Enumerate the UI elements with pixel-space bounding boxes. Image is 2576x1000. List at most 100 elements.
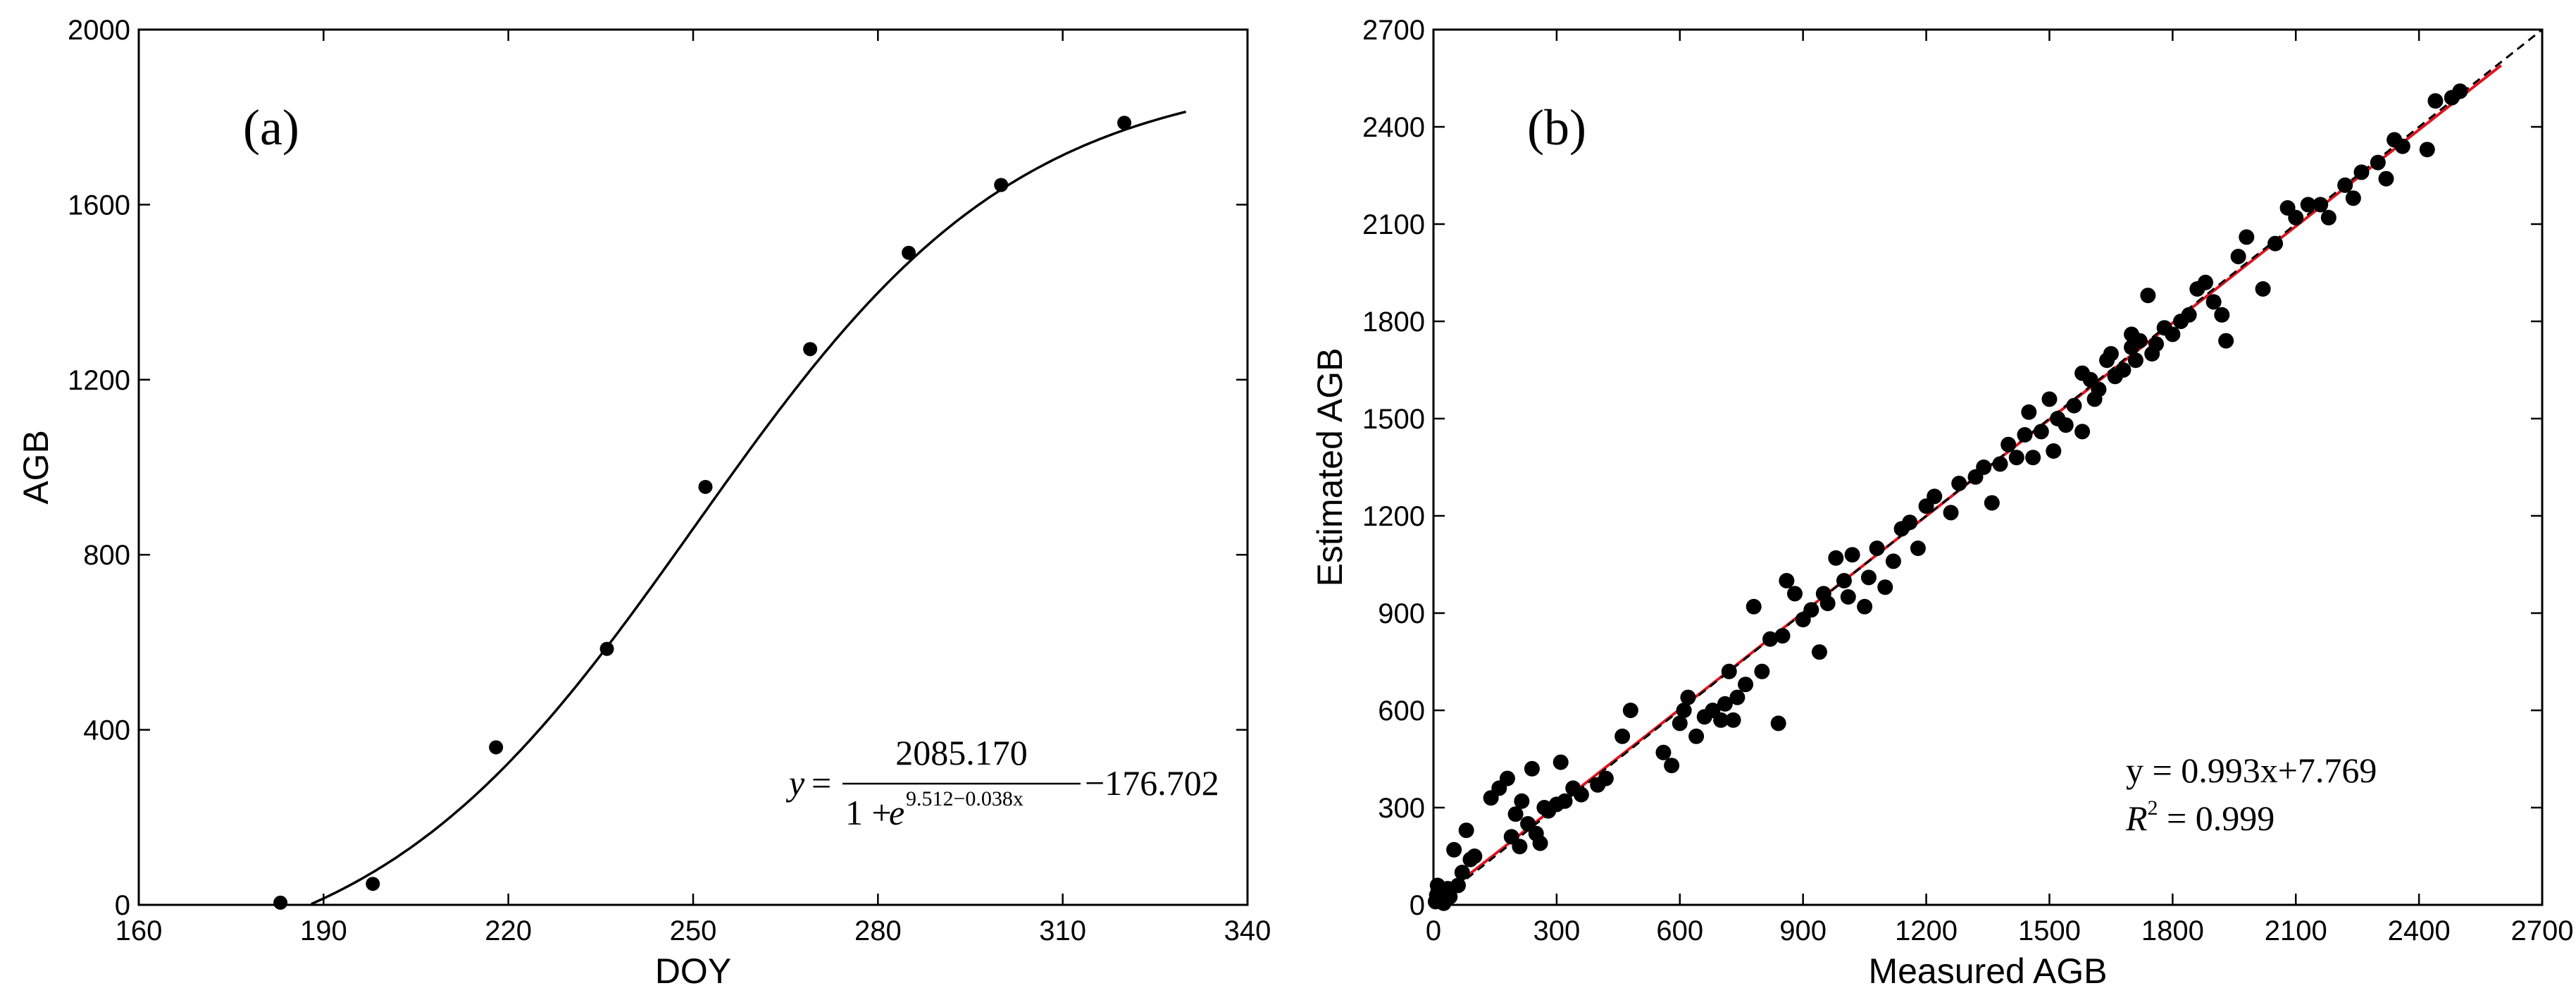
panel-a-fit-curve-group (311, 110, 1187, 906)
panel-b-data-point (2205, 294, 2222, 310)
panel-b-data-point (2127, 352, 2143, 369)
panel-a-x-tick-label: 160 (116, 915, 163, 946)
panel-b-data-point (2046, 443, 2062, 459)
panel-b-data-point (1951, 476, 1967, 491)
panel-b-data-point (2008, 450, 2024, 466)
panel-b-x-tick-label: 2700 (2511, 915, 2574, 946)
panel-b-data-point (1553, 754, 1569, 770)
panel-a-y-tick-label: 400 (83, 715, 130, 746)
panel-b-data-point (2103, 346, 2119, 362)
panel-a-y-tick-label: 2000 (68, 15, 130, 46)
panel-b-data-point (1524, 760, 1540, 777)
panel-a-points (273, 116, 1132, 910)
panel-b-x-tick-label: 0 (1426, 915, 1441, 946)
panel-b-x-tick-label: 1500 (2018, 915, 2081, 946)
r2-superscript: 2 (2148, 796, 2158, 820)
panel-a-data-point (803, 342, 818, 357)
panel-b-data-point (2124, 326, 2140, 342)
panel-a-data-point (599, 641, 614, 656)
panel-a-y-tick-label: 800 (83, 540, 130, 571)
panel-a-x-tick-label: 280 (854, 915, 902, 946)
panel-b: 0 300 600 900 1200 1500 1800 2100 2400 2700 0 300 60… (1310, 15, 2573, 991)
panel-a-data-point (489, 740, 504, 755)
panel-b-equation: y = 0.993x+7.769 R2 = 0.999 (2125, 751, 2377, 838)
panel-b-x-axis-title: Measured AGB (1868, 951, 2107, 991)
panel-a-y-tick-label: 1200 (68, 365, 130, 396)
panel-b-y-tick-label: 1800 (1362, 307, 1425, 338)
panel-b-data-point (1828, 550, 1844, 566)
panel-b-data-point (1943, 505, 1959, 521)
panel-a-ticks (137, 28, 1249, 906)
panel-b-data-point (1779, 573, 1795, 588)
panel-b-data-point (1598, 770, 1614, 786)
panel-b-data-point (2300, 197, 2316, 213)
panel-b-data-point (2025, 450, 2041, 466)
panel-b-y-axis-title: Estimated AGB (1310, 347, 1350, 586)
panel-b-one-to-one-line (1433, 28, 2543, 906)
panel-b-label: (b) (1527, 99, 1586, 156)
panel-b-data-point (2115, 362, 2132, 378)
panel-b-data-point (1672, 715, 1688, 732)
eq-denominator-prefix: 1 + (845, 793, 892, 832)
panel-b-data-point (1664, 758, 1680, 774)
panel-b-data-point (1787, 586, 1803, 602)
panel-b-data-point (2148, 336, 2165, 352)
panel-a-x-tick-label: 310 (1039, 915, 1086, 946)
panel-b-data-point (1532, 835, 1548, 851)
eq-equals: = (811, 763, 831, 803)
panel-b-data-point (2181, 307, 2197, 323)
panel-b-y-tick-label: 600 (1378, 696, 1425, 727)
panel-a-y-axis-title: AGB (16, 430, 56, 505)
panel-b-data-point (1976, 459, 1992, 475)
panel-a-data-point (698, 479, 713, 494)
panel-b-data-point (1819, 595, 1836, 612)
panel-b-data-point (1429, 877, 1445, 894)
panel-b-x-tick-label: 1200 (1895, 915, 1958, 946)
panel-b-data-point (2091, 381, 2107, 397)
panel-b-data-point (1885, 553, 1901, 569)
eq-e: e (889, 793, 904, 832)
panel-a-data-point (273, 895, 288, 910)
panel-b-points (1427, 28, 2543, 911)
panel-b-data-point (1614, 728, 1631, 744)
panel-b-data-point (1512, 839, 1528, 855)
panel-a-x-tick-label: 220 (485, 915, 532, 946)
panel-b-data-point (1717, 696, 1733, 712)
panel-b-x-tick-label: 900 (1779, 915, 1827, 946)
panel-a-x-axis-title: DOY (655, 951, 731, 991)
panel-b-data-point (1803, 602, 1819, 618)
panel-b-data-point (1992, 456, 2008, 472)
panel-b-data-point (1754, 663, 1770, 679)
panel-b-data-point (2345, 190, 2361, 206)
panel-a-x-tick-label: 340 (1224, 915, 1271, 946)
panel-a-data-point (1117, 116, 1132, 130)
panel-b-data-point (2452, 83, 2468, 99)
panel-b-data-point (1442, 889, 1458, 905)
panel-b-data-point (2197, 274, 2213, 290)
r2-value: = 0.999 (2158, 798, 2275, 838)
panel-b-data-point (2320, 209, 2337, 226)
panel-b-data-point (1725, 712, 1741, 728)
panel-b-r2: R2 = 0.999 (2125, 796, 2275, 838)
panel-b-data-point (2214, 307, 2230, 323)
panel-b-data-point (1446, 841, 1462, 858)
panel-b-data-point (2427, 93, 2444, 109)
panel-b-data-point (1984, 495, 2000, 511)
panel-b-y-tick-label: 0 (1410, 890, 1425, 921)
panel-b-data-point (2017, 427, 2033, 443)
panel-b-data-point (1676, 703, 1692, 718)
panel-b-data-point (2165, 326, 2181, 342)
panel-b-data-point (1655, 744, 1672, 760)
panel-b-data-point (2066, 397, 2082, 414)
panel-b-x-tick-label: 2400 (2388, 915, 2451, 946)
eq-numerator: 2085.170 (895, 733, 1028, 772)
panel-b-y-tick-label: 300 (1378, 793, 1425, 824)
panel-b-data-point (1454, 865, 1470, 880)
panel-b-data-point (1844, 547, 1860, 563)
panel-b-data-point (2033, 424, 2049, 440)
panel-a-data-point (366, 877, 380, 891)
panel-b-data-point (2419, 142, 2435, 158)
panel-a-frame (137, 28, 1249, 906)
panel-b-x-tick-label: 600 (1656, 915, 1703, 946)
